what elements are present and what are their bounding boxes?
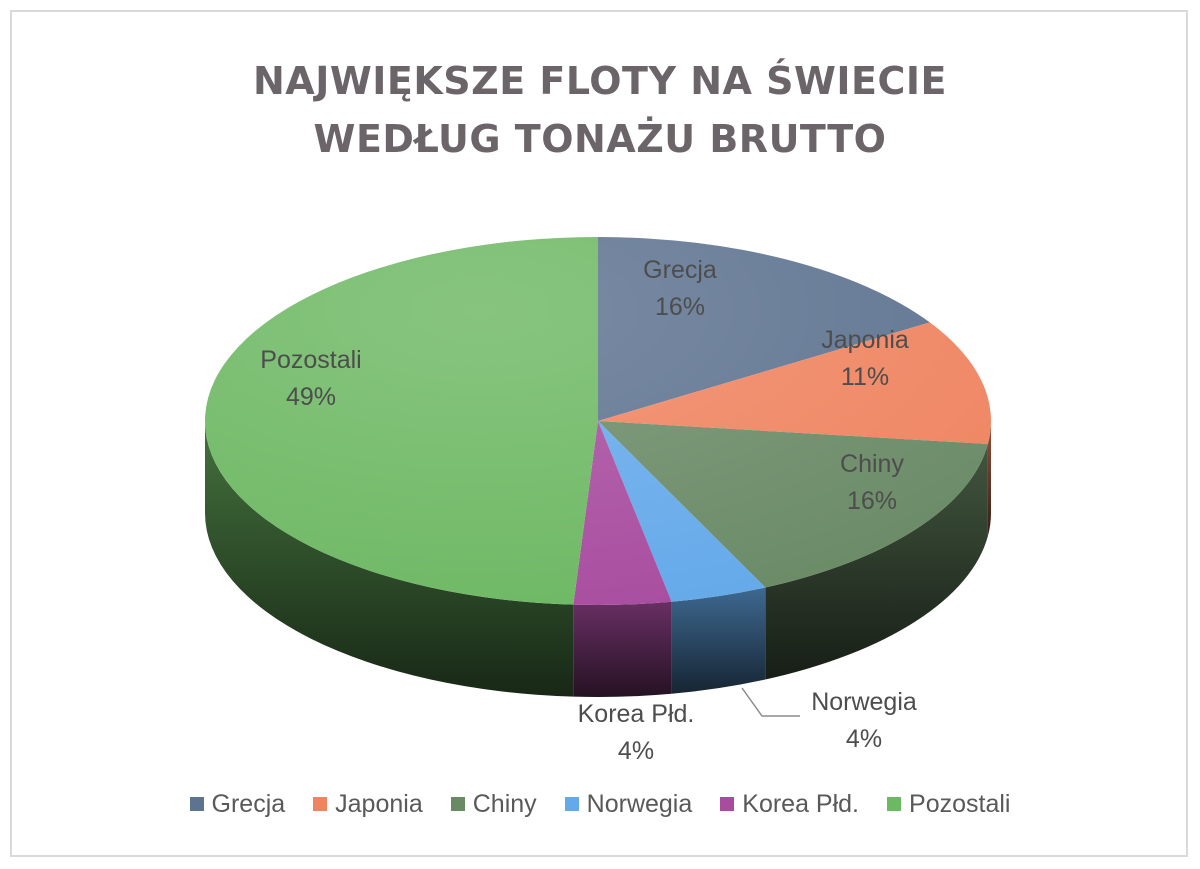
data-label-category: Pozostali xyxy=(260,346,361,374)
legend-label: Chiny xyxy=(472,790,537,818)
data-label-category: Japonia xyxy=(821,326,909,354)
data-label-value: 16% xyxy=(847,487,897,515)
chart-legend: Grecja Japonia Chiny Norwegia Korea Płd. Pozo… xyxy=(0,790,1200,819)
legend-label: Norwegia xyxy=(586,790,693,818)
legend-label: Grecja xyxy=(211,790,286,818)
data-label-category: Chiny xyxy=(840,450,904,478)
data-label-value: 4% xyxy=(618,737,654,765)
pie-top-faces xyxy=(205,237,991,606)
legend-swatch xyxy=(564,797,579,811)
leader-line xyxy=(741,687,800,717)
legend-swatch xyxy=(450,797,465,811)
legend-label: Pozostali xyxy=(909,790,1011,818)
data-label-category: Norwegia xyxy=(811,688,917,716)
pie-top-highlight xyxy=(205,237,991,605)
legend-item: Grecja xyxy=(189,790,286,819)
pie-side-3 xyxy=(671,587,766,694)
data-label-value: 11% xyxy=(841,363,889,391)
pie-side-walls xyxy=(205,421,991,698)
data-label-value: 16% xyxy=(655,293,705,321)
pie-side-4 xyxy=(573,601,672,698)
pie-side-2 xyxy=(765,444,988,680)
data-label-value: 49% xyxy=(286,383,336,411)
data-labels: Grecja 16% Japonia 11% Chiny 16% Norwegia 4% Kor… xyxy=(260,256,917,765)
legend-item: Chiny xyxy=(450,790,537,819)
chart-title-line-2: WEDŁUG TONAŻU BRUTTO xyxy=(313,117,887,161)
legend-swatch xyxy=(189,797,204,811)
legend-item: Korea Płd. xyxy=(720,790,859,819)
chart-title: NAJWIĘKSZE FLOTY NA ŚWIECIE WEDŁUG TONAŻ… xyxy=(0,52,1200,168)
legend-item: Pozostali xyxy=(887,790,1010,819)
pie-side-5 xyxy=(205,421,574,697)
legend-swatch xyxy=(887,797,902,811)
chart-title-line-1: NAJWIĘKSZE FLOTY NA ŚWIECIE xyxy=(252,59,947,103)
legend-label: Japonia xyxy=(335,790,423,818)
data-label-category: Korea Płd. xyxy=(578,700,695,728)
legend-swatch xyxy=(720,797,735,811)
legend-item: Norwegia xyxy=(564,790,693,819)
pie-side-1 xyxy=(987,421,991,537)
legend-swatch xyxy=(313,797,328,811)
data-label-category: Grecja xyxy=(643,256,717,284)
data-label-value: 4% xyxy=(846,725,882,753)
legend-label: Korea Płd. xyxy=(742,790,860,818)
legend-item: Japonia xyxy=(313,790,423,819)
